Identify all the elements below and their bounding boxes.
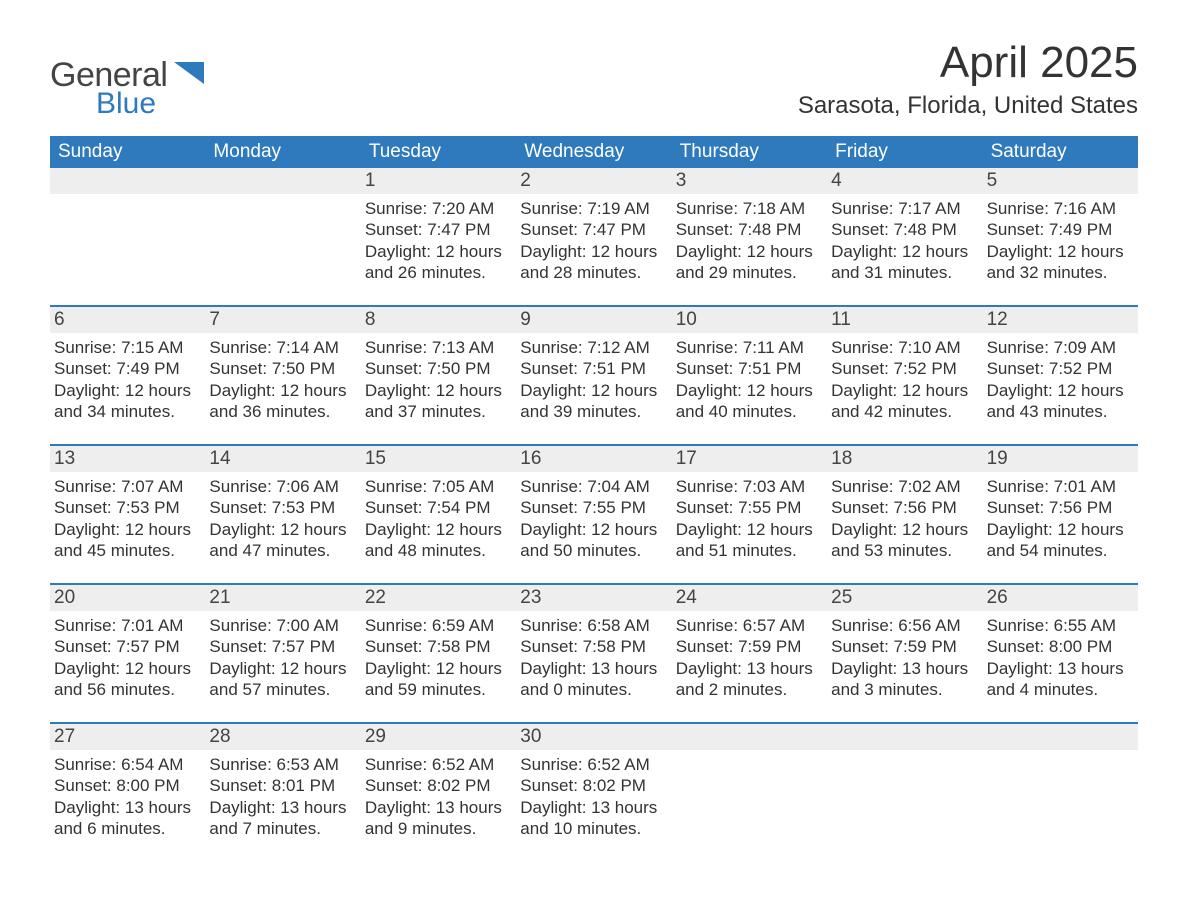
day-number: 1 <box>361 168 516 194</box>
day-number: 5 <box>983 168 1138 194</box>
day-content: Sunrise: 7:18 AM Sunset: 7:48 PM Dayligh… <box>672 194 827 305</box>
day-number <box>827 722 982 750</box>
day-content: Sunrise: 7:06 AM Sunset: 7:53 PM Dayligh… <box>205 472 360 583</box>
logo-word-blue: Blue <box>96 87 204 121</box>
day-number <box>50 168 205 194</box>
day-content: Sunrise: 6:57 AM Sunset: 7:59 PM Dayligh… <box>672 611 827 722</box>
day-content: Sunrise: 7:04 AM Sunset: 7:55 PM Dayligh… <box>516 472 671 583</box>
day-number: 4 <box>827 168 982 194</box>
day-content <box>205 194 360 305</box>
day-content <box>672 750 827 861</box>
day-content: Sunrise: 7:20 AM Sunset: 7:47 PM Dayligh… <box>361 194 516 305</box>
day-content: Sunrise: 6:52 AM Sunset: 8:02 PM Dayligh… <box>516 750 671 861</box>
day-content: Sunrise: 6:54 AM Sunset: 8:00 PM Dayligh… <box>50 750 205 861</box>
day-number <box>983 722 1138 750</box>
day-number: 25 <box>827 583 982 611</box>
day-number: 3 <box>672 168 827 194</box>
day-number: 23 <box>516 583 671 611</box>
day-content <box>827 750 982 861</box>
day-of-week-header: Tuesday <box>361 136 516 168</box>
day-content: Sunrise: 7:00 AM Sunset: 7:57 PM Dayligh… <box>205 611 360 722</box>
day-content: Sunrise: 6:56 AM Sunset: 7:59 PM Dayligh… <box>827 611 982 722</box>
day-content <box>983 750 1138 861</box>
page-title: April 2025 <box>798 38 1138 88</box>
day-number <box>205 168 360 194</box>
day-number: 18 <box>827 444 982 472</box>
day-content: Sunrise: 7:03 AM Sunset: 7:55 PM Dayligh… <box>672 472 827 583</box>
day-content: Sunrise: 7:14 AM Sunset: 7:50 PM Dayligh… <box>205 333 360 444</box>
day-number: 27 <box>50 722 205 750</box>
day-of-week-header: Sunday <box>50 136 205 168</box>
day-content: Sunrise: 7:16 AM Sunset: 7:49 PM Dayligh… <box>983 194 1138 305</box>
day-of-week-header: Wednesday <box>516 136 671 168</box>
day-number: 29 <box>361 722 516 750</box>
day-number: 10 <box>672 305 827 333</box>
day-content: Sunrise: 7:09 AM Sunset: 7:52 PM Dayligh… <box>983 333 1138 444</box>
day-number: 7 <box>205 305 360 333</box>
calendar-grid: SundayMondayTuesdayWednesdayThursdayFrid… <box>50 136 1138 861</box>
day-content: Sunrise: 7:10 AM Sunset: 7:52 PM Dayligh… <box>827 333 982 444</box>
day-number: 30 <box>516 722 671 750</box>
day-number: 9 <box>516 305 671 333</box>
day-content: Sunrise: 7:15 AM Sunset: 7:49 PM Dayligh… <box>50 333 205 444</box>
day-number: 6 <box>50 305 205 333</box>
title-block: April 2025 Sarasota, Florida, United Sta… <box>798 38 1138 130</box>
day-number: 2 <box>516 168 671 194</box>
day-content: Sunrise: 6:52 AM Sunset: 8:02 PM Dayligh… <box>361 750 516 861</box>
day-content: Sunrise: 7:19 AM Sunset: 7:47 PM Dayligh… <box>516 194 671 305</box>
day-number: 22 <box>361 583 516 611</box>
day-number: 19 <box>983 444 1138 472</box>
day-number: 12 <box>983 305 1138 333</box>
day-content: Sunrise: 7:01 AM Sunset: 7:56 PM Dayligh… <box>983 472 1138 583</box>
day-number: 8 <box>361 305 516 333</box>
day-content: Sunrise: 7:05 AM Sunset: 7:54 PM Dayligh… <box>361 472 516 583</box>
day-of-week-header: Monday <box>205 136 360 168</box>
day-number: 28 <box>205 722 360 750</box>
day-content: Sunrise: 6:58 AM Sunset: 7:58 PM Dayligh… <box>516 611 671 722</box>
brand-logo: General Blue <box>50 38 204 121</box>
day-content <box>50 194 205 305</box>
day-number: 17 <box>672 444 827 472</box>
day-content: Sunrise: 7:02 AM Sunset: 7:56 PM Dayligh… <box>827 472 982 583</box>
day-number: 13 <box>50 444 205 472</box>
day-content: Sunrise: 7:11 AM Sunset: 7:51 PM Dayligh… <box>672 333 827 444</box>
day-content: Sunrise: 7:01 AM Sunset: 7:57 PM Dayligh… <box>50 611 205 722</box>
page-subtitle: Sarasota, Florida, United States <box>798 92 1138 120</box>
day-number: 11 <box>827 305 982 333</box>
day-of-week-header: Thursday <box>672 136 827 168</box>
day-content: Sunrise: 7:13 AM Sunset: 7:50 PM Dayligh… <box>361 333 516 444</box>
day-of-week-header: Friday <box>827 136 982 168</box>
day-number: 14 <box>205 444 360 472</box>
day-content: Sunrise: 7:17 AM Sunset: 7:48 PM Dayligh… <box>827 194 982 305</box>
day-number: 26 <box>983 583 1138 611</box>
day-number: 24 <box>672 583 827 611</box>
day-of-week-header: Saturday <box>983 136 1138 168</box>
day-number <box>672 722 827 750</box>
day-number: 15 <box>361 444 516 472</box>
day-content: Sunrise: 7:12 AM Sunset: 7:51 PM Dayligh… <box>516 333 671 444</box>
day-number: 16 <box>516 444 671 472</box>
flag-icon <box>174 62 204 89</box>
day-content: Sunrise: 6:55 AM Sunset: 8:00 PM Dayligh… <box>983 611 1138 722</box>
day-content: Sunrise: 6:53 AM Sunset: 8:01 PM Dayligh… <box>205 750 360 861</box>
day-content: Sunrise: 6:59 AM Sunset: 7:58 PM Dayligh… <box>361 611 516 722</box>
page-header: General Blue April 2025 Sarasota, Florid… <box>50 38 1138 130</box>
day-number: 20 <box>50 583 205 611</box>
day-number: 21 <box>205 583 360 611</box>
day-content: Sunrise: 7:07 AM Sunset: 7:53 PM Dayligh… <box>50 472 205 583</box>
